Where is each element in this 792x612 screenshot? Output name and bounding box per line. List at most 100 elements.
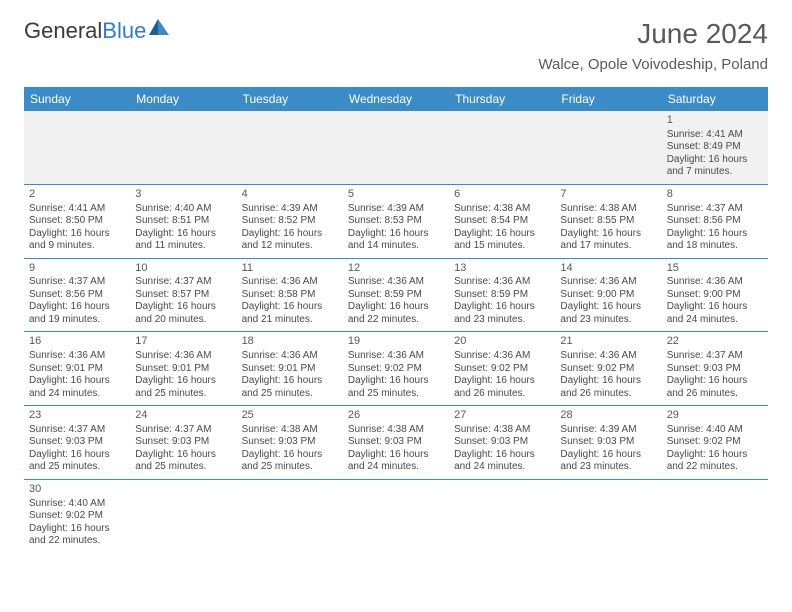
day-header: Saturday bbox=[662, 87, 768, 111]
day-header: Tuesday bbox=[237, 87, 343, 111]
daylight-text: Daylight: 16 hours bbox=[560, 228, 656, 241]
day-cell: 18Sunrise: 4:36 AMSunset: 9:01 PMDayligh… bbox=[237, 332, 343, 406]
week-row: 2Sunrise: 4:41 AMSunset: 8:50 PM Daylight… bbox=[24, 184, 768, 258]
daylight-text: Daylight: 16 hours bbox=[135, 449, 231, 462]
sunrise-text: Sunrise: 4:37 AM bbox=[29, 276, 125, 289]
daylight-text: Daylight: 16 hours bbox=[560, 375, 656, 388]
day-cell: 24Sunrise: 4:37 AMSunset: 9:03 PMDayligh… bbox=[130, 406, 236, 480]
day-number: 4 bbox=[242, 188, 338, 202]
empty-cell bbox=[662, 479, 768, 552]
location-text: Walce, Opole Voivodeship, Poland bbox=[538, 56, 768, 73]
day-number: 17 bbox=[135, 335, 231, 349]
day-number: 28 bbox=[560, 409, 656, 423]
daylight-text: and 25 minutes. bbox=[135, 388, 231, 401]
day-number: 7 bbox=[560, 188, 656, 202]
empty-cell bbox=[24, 111, 130, 184]
daylight-text: and 23 minutes. bbox=[560, 314, 656, 327]
day-number: 12 bbox=[348, 262, 444, 276]
sunrise-text: Sunrise: 4:36 AM bbox=[667, 276, 763, 289]
day-cell: 12Sunrise: 4:36 AMSunset: 8:59 PMDayligh… bbox=[343, 258, 449, 332]
daylight-text: and 24 minutes. bbox=[667, 314, 763, 327]
sunrise-text: Sunrise: 4:38 AM bbox=[348, 424, 444, 437]
logo-word1: General bbox=[24, 18, 102, 43]
daylight-text: Daylight: 16 hours bbox=[348, 449, 444, 462]
sunrise-text: Sunrise: 4:36 AM bbox=[348, 350, 444, 363]
day-header: Thursday bbox=[449, 87, 555, 111]
daylight-text: Daylight: 16 hours bbox=[667, 154, 763, 167]
sunrise-text: Sunrise: 4:39 AM bbox=[348, 203, 444, 216]
daylight-text: and 26 minutes. bbox=[667, 388, 763, 401]
day-cell: 22Sunrise: 4:37 AMSunset: 9:03 PMDayligh… bbox=[662, 332, 768, 406]
sunset-text: Sunset: 9:01 PM bbox=[135, 363, 231, 376]
day-number: 27 bbox=[454, 409, 550, 423]
daylight-text: and 24 minutes. bbox=[348, 461, 444, 474]
sunset-text: Sunset: 9:03 PM bbox=[454, 436, 550, 449]
sunset-text: Sunset: 9:02 PM bbox=[560, 363, 656, 376]
daylight-text: and 9 minutes. bbox=[29, 240, 125, 253]
sunrise-text: Sunrise: 4:40 AM bbox=[667, 424, 763, 437]
empty-cell bbox=[343, 479, 449, 552]
sunset-text: Sunset: 9:03 PM bbox=[667, 363, 763, 376]
day-cell: 9Sunrise: 4:37 AMSunset: 8:56 PMDaylight… bbox=[24, 258, 130, 332]
day-number: 11 bbox=[242, 262, 338, 276]
calendar-table: SundayMondayTuesdayWednesdayThursdayFrid… bbox=[24, 87, 768, 553]
daylight-text: and 7 minutes. bbox=[667, 166, 763, 179]
daylight-text: and 23 minutes. bbox=[454, 314, 550, 327]
sunset-text: Sunset: 8:49 PM bbox=[667, 141, 763, 154]
daylight-text: and 12 minutes. bbox=[242, 240, 338, 253]
day-cell: 10Sunrise: 4:37 AMSunset: 8:57 PMDayligh… bbox=[130, 258, 236, 332]
sunset-text: Sunset: 9:00 PM bbox=[667, 289, 763, 302]
day-cell: 14Sunrise: 4:36 AMSunset: 9:00 PMDayligh… bbox=[555, 258, 661, 332]
day-cell: 15Sunrise: 4:36 AMSunset: 9:00 PMDayligh… bbox=[662, 258, 768, 332]
daylight-text: and 22 minutes. bbox=[348, 314, 444, 327]
day-number: 2 bbox=[29, 188, 125, 202]
daylight-text: and 22 minutes. bbox=[29, 535, 125, 548]
sunset-text: Sunset: 8:56 PM bbox=[667, 215, 763, 228]
day-cell: 6Sunrise: 4:38 AMSunset: 8:54 PMDaylight… bbox=[449, 184, 555, 258]
day-cell: 26Sunrise: 4:38 AMSunset: 9:03 PMDayligh… bbox=[343, 406, 449, 480]
day-header: Sunday bbox=[24, 87, 130, 111]
daylight-text: Daylight: 16 hours bbox=[242, 449, 338, 462]
sunrise-text: Sunrise: 4:41 AM bbox=[29, 203, 125, 216]
daylight-text: and 15 minutes. bbox=[454, 240, 550, 253]
daylight-text: Daylight: 16 hours bbox=[348, 375, 444, 388]
sunset-text: Sunset: 9:03 PM bbox=[242, 436, 338, 449]
sunrise-text: Sunrise: 4:41 AM bbox=[667, 129, 763, 142]
daylight-text: and 18 minutes. bbox=[667, 240, 763, 253]
daylight-text: Daylight: 16 hours bbox=[560, 449, 656, 462]
day-header: Monday bbox=[130, 87, 236, 111]
day-number: 8 bbox=[667, 188, 763, 202]
day-number: 23 bbox=[29, 409, 125, 423]
sunrise-text: Sunrise: 4:36 AM bbox=[135, 350, 231, 363]
day-number: 3 bbox=[135, 188, 231, 202]
daylight-text: Daylight: 16 hours bbox=[667, 375, 763, 388]
daylight-text: Daylight: 16 hours bbox=[29, 523, 125, 536]
day-number: 1 bbox=[667, 114, 763, 128]
day-number: 14 bbox=[560, 262, 656, 276]
day-number: 19 bbox=[348, 335, 444, 349]
empty-cell bbox=[237, 111, 343, 184]
day-number: 18 bbox=[242, 335, 338, 349]
day-cell: 17Sunrise: 4:36 AMSunset: 9:01 PMDayligh… bbox=[130, 332, 236, 406]
empty-cell bbox=[449, 111, 555, 184]
day-cell: 5Sunrise: 4:39 AMSunset: 8:53 PMDaylight… bbox=[343, 184, 449, 258]
sunset-text: Sunset: 9:02 PM bbox=[29, 510, 125, 523]
sunset-text: Sunset: 8:58 PM bbox=[242, 289, 338, 302]
day-header: Wednesday bbox=[343, 87, 449, 111]
page: GeneralBlue June 2024 Walce, Opole Voivo… bbox=[0, 0, 792, 571]
sunrise-text: Sunrise: 4:40 AM bbox=[29, 498, 125, 511]
day-number: 15 bbox=[667, 262, 763, 276]
sunset-text: Sunset: 8:59 PM bbox=[454, 289, 550, 302]
day-header-row: SundayMondayTuesdayWednesdayThursdayFrid… bbox=[24, 87, 768, 111]
daylight-text: Daylight: 16 hours bbox=[560, 301, 656, 314]
daylight-text: and 26 minutes. bbox=[454, 388, 550, 401]
sunrise-text: Sunrise: 4:37 AM bbox=[667, 203, 763, 216]
sunrise-text: Sunrise: 4:36 AM bbox=[560, 276, 656, 289]
week-row: 9Sunrise: 4:37 AMSunset: 8:56 PMDaylight… bbox=[24, 258, 768, 332]
sunrise-text: Sunrise: 4:36 AM bbox=[454, 350, 550, 363]
sunset-text: Sunset: 8:50 PM bbox=[29, 215, 125, 228]
sunset-text: Sunset: 8:57 PM bbox=[135, 289, 231, 302]
day-cell: 7Sunrise: 4:38 AMSunset: 8:55 PMDaylight… bbox=[555, 184, 661, 258]
day-cell: 30Sunrise: 4:40 AMSunset: 9:02 PMDayligh… bbox=[24, 479, 130, 552]
day-number: 26 bbox=[348, 409, 444, 423]
